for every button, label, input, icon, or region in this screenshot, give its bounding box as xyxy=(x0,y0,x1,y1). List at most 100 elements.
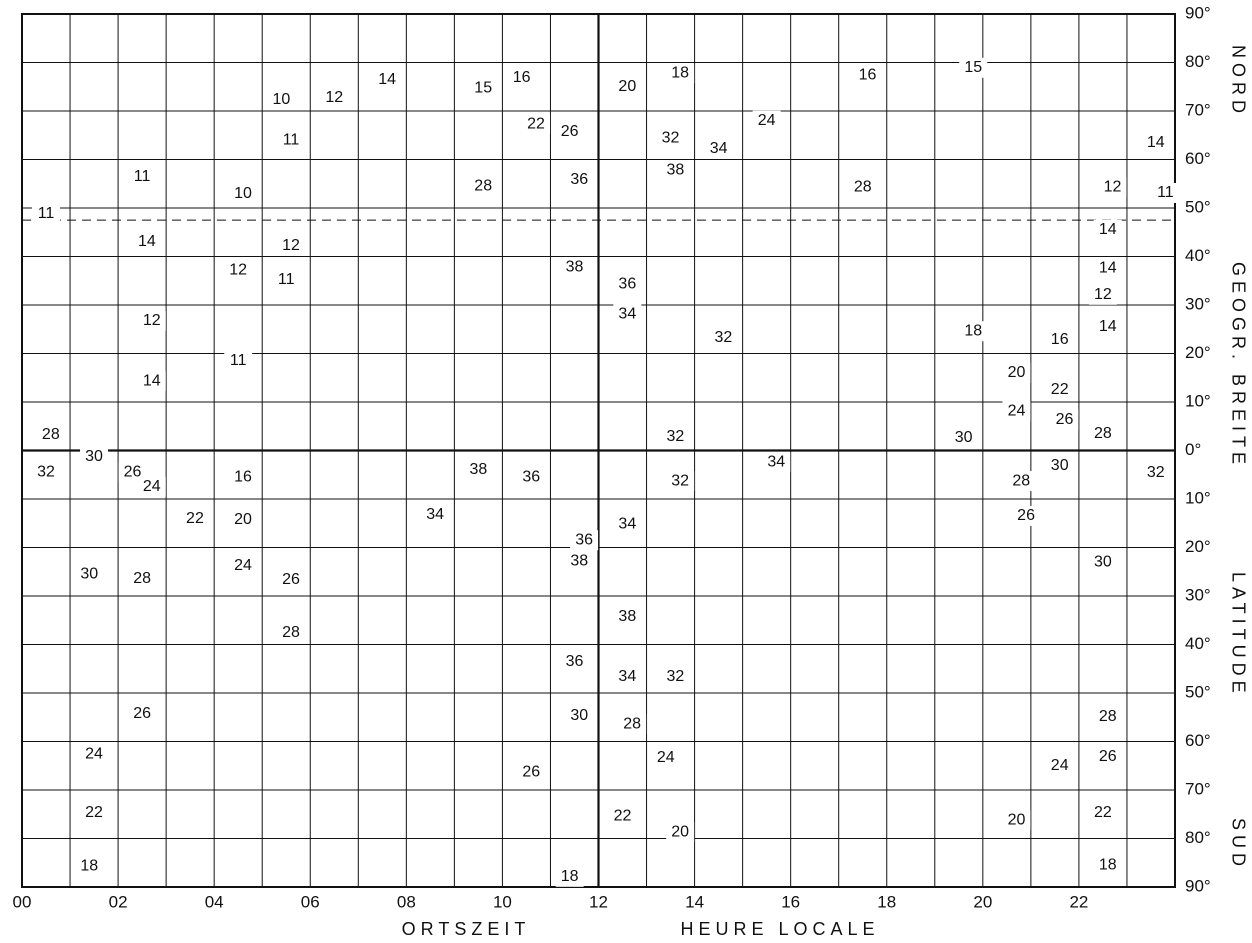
contour-label-bg xyxy=(959,57,988,78)
contour-level-label: 10 xyxy=(273,91,291,108)
contour-level-label: 32 xyxy=(662,129,680,146)
contour-level-label: 36 xyxy=(618,275,636,292)
contour-level-label: 24 xyxy=(85,745,103,762)
contour-level-label: 36 xyxy=(566,653,584,670)
contour-label-bg xyxy=(80,446,109,467)
contour-level-label: 30 xyxy=(80,565,98,582)
contour-label-bg xyxy=(704,138,733,159)
contour-level-label: 16 xyxy=(1051,331,1069,348)
contour-level-label: 34 xyxy=(618,515,636,532)
y-tick-label: 10° xyxy=(1185,488,1211,507)
y-label: SUD xyxy=(1228,818,1248,871)
contour-label-bg xyxy=(128,703,157,724)
y-tick-label: 20° xyxy=(1185,537,1211,556)
contour-level-label: 38 xyxy=(618,608,636,625)
contour-label-bg xyxy=(421,505,450,526)
contour-label-bg xyxy=(651,747,680,768)
contour-label-bg xyxy=(228,183,257,204)
contour-label-bg xyxy=(228,555,257,576)
contour-level-label: 38 xyxy=(566,258,584,275)
contour-level-label: 24 xyxy=(1051,757,1069,774)
contour-label-bg xyxy=(277,130,306,151)
y-tick-label: 10° xyxy=(1185,391,1211,410)
contour-label-bg xyxy=(1098,177,1127,198)
contour-label-bg xyxy=(32,462,61,483)
contour-label-bg xyxy=(613,76,642,97)
contour-level-label: 28 xyxy=(1099,708,1117,725)
contour-label-bg xyxy=(469,176,498,197)
contour-level-label: 12 xyxy=(282,237,300,254)
y-tick-label: 30° xyxy=(1185,585,1211,604)
x-tick-label: 04 xyxy=(205,892,224,911)
contour-label-bg xyxy=(224,260,253,281)
contour-label-bg xyxy=(709,327,738,348)
contour-level-label: 20 xyxy=(1008,364,1026,381)
contour-label-bg xyxy=(128,166,157,187)
contour-label-bg xyxy=(661,666,690,687)
contour-level-label: 12 xyxy=(1094,286,1112,303)
contour-level-label: 34 xyxy=(618,668,636,685)
contour-label-bg xyxy=(555,866,584,887)
contour-label-bg xyxy=(959,321,988,342)
contour-level-label: 36 xyxy=(522,468,540,485)
contour-level-label: 16 xyxy=(513,69,531,86)
y-tick-label: 70° xyxy=(1185,779,1211,798)
contour-level-label: 22 xyxy=(614,807,632,824)
contour-label-bg xyxy=(666,822,695,843)
contour-level-label: 24 xyxy=(657,749,675,766)
y-tick-label: 0° xyxy=(1185,440,1201,459)
contour-level-label: 14 xyxy=(1099,259,1117,276)
contour-label-bg xyxy=(555,121,584,142)
contour-level-label: 32 xyxy=(715,329,733,346)
contour-label-bg xyxy=(373,69,402,90)
contour-level-label: 26 xyxy=(561,123,579,140)
contour-label-bg xyxy=(613,666,642,687)
x-tick-label: 06 xyxy=(301,892,320,911)
contour-level-label: 20 xyxy=(1008,811,1026,828)
contour-label-bg xyxy=(1093,706,1122,727)
contour-level-label: 24 xyxy=(758,112,776,129)
contour-label-bg xyxy=(1093,316,1122,337)
contour-label-bg xyxy=(224,350,253,371)
contour-label-bg xyxy=(464,459,493,480)
contour-label-bg xyxy=(666,471,695,492)
contour-level-label: 22 xyxy=(1094,804,1112,821)
contour-label-bg xyxy=(618,714,647,735)
contour-level-label: 24 xyxy=(143,478,161,495)
contour-label-bg xyxy=(608,806,637,827)
contour-label-bg xyxy=(1093,855,1122,876)
contour-level-label: 32 xyxy=(37,464,55,481)
contour-level-label: 26 xyxy=(1099,748,1117,765)
contour-label-bg xyxy=(1093,219,1122,240)
contour-label-bg xyxy=(853,65,882,86)
contour-level-label: 16 xyxy=(234,468,252,485)
contour-label-bg xyxy=(1002,401,1031,422)
contour-label-bg xyxy=(661,160,690,181)
contour-level-label: 26 xyxy=(124,464,142,481)
y-tick-label: 60° xyxy=(1185,149,1211,168)
contour-label-bg xyxy=(570,530,599,551)
contour-level-label: 20 xyxy=(671,823,689,840)
contour-level-label: 18 xyxy=(964,322,982,339)
contour-level-label: 28 xyxy=(1012,472,1030,489)
x-tick-label: 08 xyxy=(397,892,416,911)
x-tick-label: 02 xyxy=(109,892,128,911)
contour-label-bg xyxy=(848,177,877,198)
contour-level-label: 22 xyxy=(186,510,204,527)
contour-level-label: 28 xyxy=(474,177,492,194)
y-tick-label: 60° xyxy=(1185,731,1211,750)
contour-label-bg xyxy=(36,424,65,445)
contour-label-bg xyxy=(137,476,166,497)
contour-level-label: 24 xyxy=(234,557,252,574)
contour-level-label: 11 xyxy=(38,205,55,222)
y-tick-label: 90° xyxy=(1185,3,1211,22)
contour-level-label: 22 xyxy=(85,804,103,821)
contour-label-bg xyxy=(1088,552,1117,573)
x-tick-label: 00 xyxy=(13,892,32,911)
x-label: ORTSZEIT xyxy=(402,919,531,939)
contour-label-bg xyxy=(469,78,498,99)
contour-level-label: 34 xyxy=(426,506,444,523)
contour-level-label: 12 xyxy=(229,261,247,278)
contour-label-bg xyxy=(613,514,642,535)
contour-label-bg xyxy=(80,802,109,823)
